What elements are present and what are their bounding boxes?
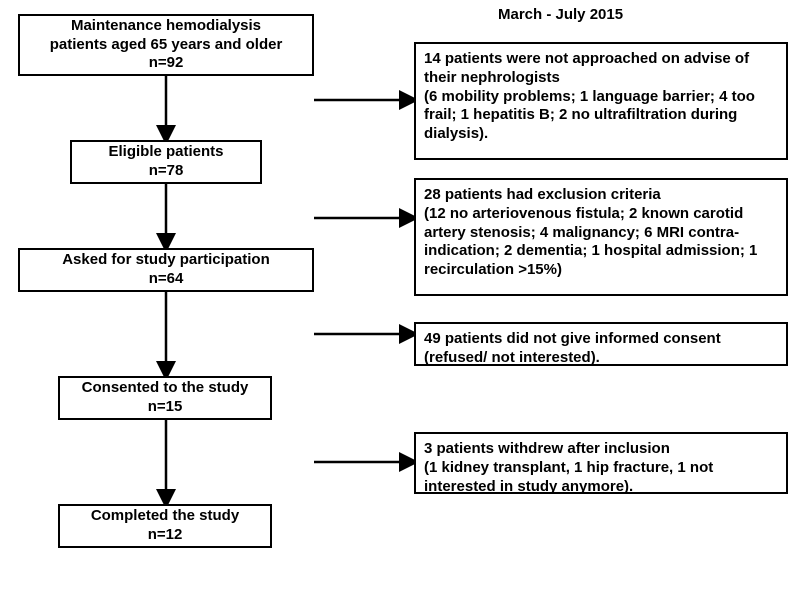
flow-box-line: n=15	[66, 398, 264, 417]
flowchart-canvas: March - July 2015 Maintenance hemodialys…	[0, 0, 802, 592]
flow-box-line: patients aged 65 years and older	[26, 36, 306, 55]
flow-box-box1: Maintenance hemodialysispatients aged 65…	[18, 14, 314, 76]
flow-box-line: Eligible patients	[78, 143, 254, 162]
flow-box-box3: Asked for study participationn=64	[18, 248, 314, 292]
flow-box-line: n=92	[26, 54, 306, 73]
flow-box-line: n=64	[26, 270, 306, 289]
flow-box-box5: Completed the studyn=12	[58, 504, 272, 548]
flow-box-line: Completed the study	[66, 507, 264, 526]
note-box-note3: 49 patients did not give informed consen…	[414, 322, 788, 366]
note-box-note1: 14 patients were not approached on advis…	[414, 42, 788, 160]
flow-box-line: n=12	[66, 526, 264, 545]
flow-box-line: Asked for study participation	[26, 251, 306, 270]
flow-box-line: n=78	[78, 162, 254, 181]
date-header: March - July 2015	[498, 6, 623, 23]
flow-box-line: Maintenance hemodialysis	[26, 17, 306, 36]
flow-box-box4: Consented to the studyn=15	[58, 376, 272, 420]
flow-box-line: Consented to the study	[66, 379, 264, 398]
note-box-note4: 3 patients withdrew after inclusion (1 k…	[414, 432, 788, 494]
flow-box-box2: Eligible patientsn=78	[70, 140, 262, 184]
note-box-note2: 28 patients had exclusion criteria (12 n…	[414, 178, 788, 296]
